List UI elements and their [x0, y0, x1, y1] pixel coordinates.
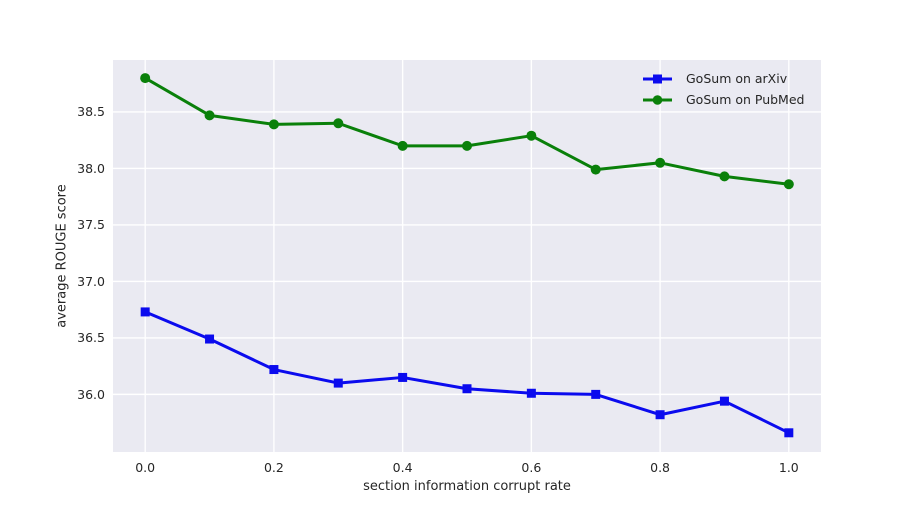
- x-tick-label: 0.6: [521, 460, 542, 475]
- data-point-square: [784, 428, 794, 438]
- data-point-square: [398, 372, 408, 382]
- x-tick-label: 0.0: [135, 460, 156, 475]
- data-point-circle: [526, 130, 537, 141]
- data-point-circle: [204, 110, 215, 121]
- data-point-square: [526, 388, 536, 398]
- y-tick-label: 38.0: [77, 160, 105, 176]
- data-point-circle: [783, 179, 794, 190]
- data-point-square: [591, 389, 601, 399]
- x-tick-label: 0.4: [392, 460, 413, 475]
- data-point-square: [333, 378, 343, 388]
- data-point-circle: [655, 157, 666, 168]
- data-point-circle: [590, 164, 601, 175]
- data-point-circle: [462, 140, 472, 151]
- y-tick-label: 37.0: [77, 273, 105, 289]
- data-point-square: [655, 410, 665, 420]
- data-point-square: [205, 334, 215, 344]
- data-point-square: [140, 307, 150, 317]
- data-point-square: [269, 365, 279, 375]
- data-point-square: [462, 384, 472, 394]
- data-point-circle: [268, 119, 279, 130]
- legend-label-arxiv: GoSum on arXiv: [686, 71, 788, 86]
- legend-item-pubmed: GoSum on PubMed: [641, 89, 804, 110]
- x-tick-label: 0.8: [650, 460, 671, 475]
- data-point-circle: [719, 171, 730, 182]
- y-axis-label: average ROUGE score: [54, 184, 70, 328]
- legend-item-arxiv: GoSum on arXiv: [641, 68, 804, 89]
- data-point-square: [719, 396, 729, 406]
- y-tick-label: 38.5: [77, 104, 105, 120]
- legend-swatch-pubmed-circle-icon: [643, 94, 672, 105]
- x-axis-label: section information corrupt rate: [363, 479, 571, 494]
- x-tick-label: 1.0: [778, 460, 799, 475]
- legend-swatch-arxiv-square-icon: [643, 74, 672, 83]
- y-tick-label: 37.5: [77, 217, 105, 233]
- legend-label-pubmed: GoSum on PubMed: [686, 92, 805, 107]
- legend: GoSum on arXiv GoSum on PubMed: [641, 68, 804, 110]
- y-tick-label: 36.5: [77, 330, 105, 346]
- data-point-circle: [140, 73, 151, 84]
- data-point-circle: [397, 140, 408, 151]
- x-tick-label: 0.2: [263, 460, 284, 475]
- y-tick-label: 36.0: [77, 386, 105, 402]
- data-point-circle: [333, 118, 344, 129]
